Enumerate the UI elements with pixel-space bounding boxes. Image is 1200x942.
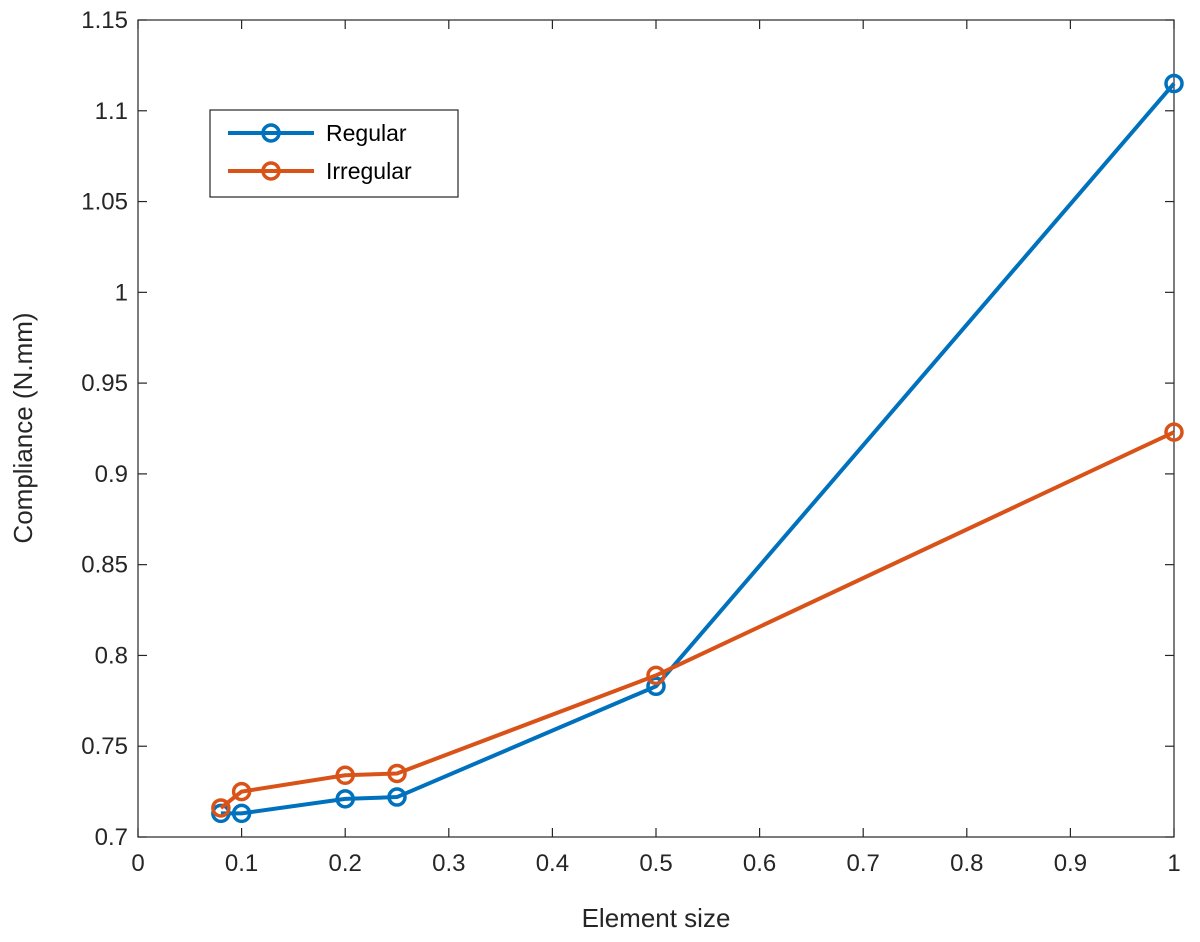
data-point-irregular: [231, 781, 252, 802]
y-tick-label: 0.85: [81, 552, 128, 579]
x-axis-title: Element size: [582, 903, 731, 933]
x-tick-label: 0.5: [639, 850, 672, 877]
data-point-regular: [335, 789, 355, 809]
data-point-regular: [231, 803, 252, 824]
data-point-regular: [646, 676, 666, 697]
series-layer: [211, 73, 1184, 824]
series-line-irregular: [219, 430, 1175, 810]
x-tick-label: 0.7: [847, 850, 880, 877]
x-tick-label: 0.8: [950, 850, 983, 877]
legend: Regular Irregular: [209, 109, 459, 198]
y-tick-label: 1: [115, 279, 128, 306]
legend-box: [209, 109, 459, 198]
legend-marker-regular: [261, 123, 281, 143]
x-tick-label: 0.2: [329, 850, 362, 877]
data-point-irregular: [387, 763, 407, 784]
x-axis: 0 0.1 0.2 0.3 0.4 0.5 0.6 0.7 0.8 0.9 1: [131, 20, 1181, 877]
data-point-irregular: [646, 665, 666, 686]
x-tick-label: 0.6: [743, 850, 776, 877]
series-line-regular: [220, 82, 1176, 816]
y-tick-label: 1.05: [81, 189, 128, 216]
y-tick-label: 0.7: [95, 824, 128, 851]
y-tick-label: 0.95: [81, 370, 128, 397]
y-tick-label: 1.15: [81, 7, 128, 34]
x-tick-label: 0.4: [536, 850, 569, 877]
data-point-irregular: [335, 765, 355, 786]
x-tick-label: 0: [131, 850, 144, 877]
data-point-irregular: [211, 798, 231, 818]
y-tick-label: 0.9: [95, 461, 128, 488]
data-point-irregular: [1164, 422, 1184, 442]
x-tick-label: 0.1: [225, 850, 258, 877]
legend-label-irregular: Irregular: [326, 158, 412, 184]
y-axis-title: Compliance (N.mm): [8, 312, 38, 543]
x-tick-label: 0.3: [432, 850, 465, 877]
legend-label-regular: Regular: [326, 120, 407, 146]
y-tick-label: 1.1: [95, 98, 128, 125]
y-axis: 0.7 0.75 0.8 0.85 0.9 0.95 1 1.05 1.1 1.15: [81, 7, 1174, 851]
x-tick-label: 0.9: [1054, 850, 1087, 877]
legend-marker-irregular: [261, 161, 281, 181]
data-point-regular: [1164, 73, 1184, 94]
y-tick-label: 0.8: [95, 642, 128, 669]
x-tick-label: 1: [1167, 850, 1180, 877]
y-tick-label: 0.75: [81, 733, 128, 760]
data-point-regular: [387, 787, 407, 807]
